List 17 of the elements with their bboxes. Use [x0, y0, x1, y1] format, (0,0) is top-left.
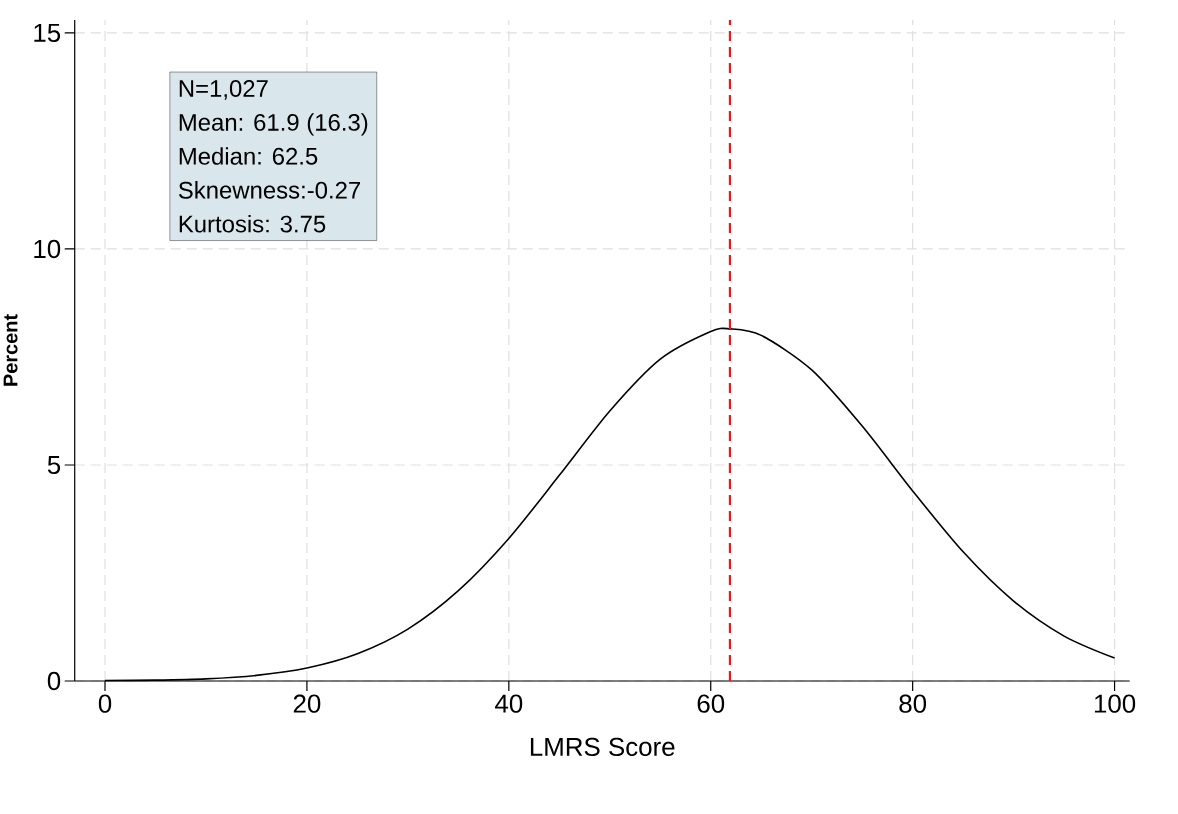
- x-tick-label: 80: [899, 694, 927, 713]
- annotation: Mean: 61.9 (16.3): [179, 113, 368, 136]
- x-tick-label: 40: [495, 694, 523, 713]
- annotation: N=1,027: [179, 80, 268, 100]
- y-axis-title: Percent: [3, 314, 18, 386]
- y-tick-label: 5: [47, 455, 61, 475]
- x-tick-label: 60: [697, 694, 725, 713]
- y-tick-label: 0: [47, 671, 61, 691]
- x-tick-label: 0: [98, 694, 112, 713]
- annotation: Sknewness:-0.27: [178, 181, 360, 199]
- x-tick-label: 100: [1094, 694, 1136, 713]
- x-tick-label: 20: [293, 694, 321, 713]
- x-axis-title: LMRS Score: [530, 737, 675, 757]
- annotation: Kurtosis: 3.75: [179, 214, 326, 233]
- y-tick-label: 15: [34, 23, 61, 42]
- annotation: Median: 62.5: [179, 147, 318, 165]
- y-tick-label: 10: [34, 239, 61, 259]
